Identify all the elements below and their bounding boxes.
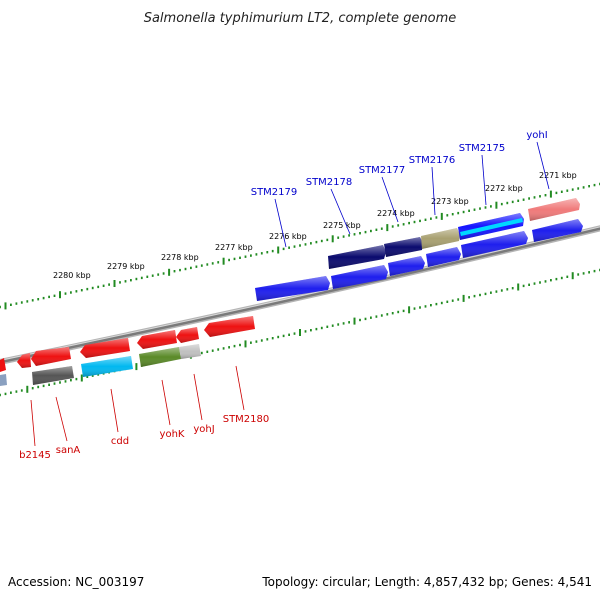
gene-arrow-reverse-1[interactable]	[0, 358, 6, 372]
reverse-gene-labels: b2145 sanA cdd yohK yohJ STM2180	[19, 414, 269, 461]
callout-line-yohi	[536, 141, 550, 190]
gene-arrow-stm2176[interactable]	[458, 213, 524, 240]
forward-genes-inner	[255, 219, 583, 301]
reverse-gene-callouts	[30, 365, 245, 447]
scale-label-2271: 2271 kbp	[539, 171, 577, 180]
gene-arrow-reverse-6[interactable]	[176, 327, 199, 343]
gene-label-cdd[interactable]: cdd	[111, 436, 129, 447]
callout-line-yohj	[193, 373, 203, 421]
scale-label-2279: 2279 kbp	[107, 262, 145, 271]
scale-label-2280: 2280 kbp	[53, 271, 91, 280]
gene-label-yohj[interactable]: yohJ	[193, 424, 214, 435]
reverse-genes-outer	[0, 316, 255, 372]
scale-label-2275: 2275 kbp	[323, 221, 361, 230]
upper-scale-labels: 2280 kbp 2279 kbp 2278 kbp 2277 kbp 2276…	[53, 171, 577, 280]
gene-label-yohk[interactable]: yohK	[160, 429, 185, 440]
gene-label-stm2175[interactable]: STM2175	[459, 143, 506, 154]
gene-block-yohk[interactable]	[139, 347, 181, 367]
callout-line-sana	[55, 396, 68, 442]
gene-arrow-forward-4[interactable]	[426, 247, 461, 267]
gene-arrow-forward-5[interactable]	[461, 231, 528, 258]
gene-arrow-yohi[interactable]	[528, 198, 580, 221]
callout-line-yohk	[161, 379, 171, 426]
gene-block-reverse-a[interactable]	[0, 374, 7, 386]
scale-label-2276: 2276 kbp	[269, 232, 307, 241]
gene-block-cdd[interactable]	[81, 356, 133, 377]
callout-line-stm2178	[330, 188, 351, 235]
scale-label-2272: 2272 kbp	[485, 184, 523, 193]
callout-line-stm2179	[274, 198, 287, 248]
map-title: Salmonella typhimurium LT2, complete gen…	[144, 11, 457, 26]
gene-arrow-reverse-3[interactable]	[31, 347, 71, 366]
gene-arrow-reverse-4[interactable]	[80, 338, 130, 358]
gene-block-sana[interactable]	[32, 366, 74, 385]
gene-label-stm2180[interactable]: STM2180	[223, 414, 270, 425]
callout-line-stm2175	[481, 154, 487, 206]
callout-line-cdd	[110, 388, 119, 433]
scale-label-2273: 2273 kbp	[431, 197, 469, 206]
callout-line-stm2180	[235, 365, 245, 411]
gene-label-stm2176[interactable]: STM2176	[409, 155, 456, 166]
reverse-genes-inner	[0, 344, 201, 386]
gene-label-stm2178[interactable]: STM2178	[306, 177, 353, 188]
gene-label-b2145[interactable]: b2145	[19, 450, 51, 461]
genome-backbone	[0, 225, 600, 365]
scale-label-2278: 2278 kbp	[161, 253, 199, 262]
callout-line-stm2177	[381, 176, 399, 223]
gene-arrow-stm2178[interactable]	[384, 237, 423, 257]
callout-line-b2145	[30, 399, 36, 447]
gene-arrow-reverse-5[interactable]	[137, 330, 177, 349]
gene-arrow-forward-2[interactable]	[331, 265, 388, 289]
accession-text: Accession: NC_003197	[8, 575, 144, 589]
gene-arrow-forward-6[interactable]	[532, 219, 583, 242]
gene-label-sana[interactable]: sanA	[56, 445, 81, 456]
gene-block-yohj[interactable]	[179, 344, 201, 359]
scale-label-2277: 2277 kbp	[215, 243, 253, 252]
callout-line-stm2176	[431, 166, 436, 216]
gene-arrow-forward-3[interactable]	[388, 256, 425, 276]
gene-label-yohi[interactable]: yohI	[526, 130, 547, 141]
gene-label-stm2179[interactable]: STM2179	[251, 187, 298, 198]
gene-label-stm2177[interactable]: STM2177	[359, 165, 406, 176]
upper-scale-ruler	[0, 182, 600, 310]
forward-genes-outer	[328, 198, 580, 269]
gene-arrow-stm2177[interactable]	[421, 228, 460, 249]
gene-arrow-stm2175[interactable]	[255, 276, 330, 301]
gene-arrow-reverse-2[interactable]	[17, 353, 31, 368]
genome-summary-text: Topology: circular; Length: 4,857,432 bp…	[261, 575, 592, 589]
gene-arrow-stm2180-shape[interactable]	[204, 316, 255, 337]
scale-label-2274: 2274 kbp	[377, 209, 415, 218]
forward-gene-callouts	[274, 141, 550, 248]
gene-arrow-stm2179[interactable]	[328, 245, 386, 269]
forward-gene-labels: STM2179 STM2178 STM2177 STM2176 STM2175 …	[251, 130, 548, 198]
